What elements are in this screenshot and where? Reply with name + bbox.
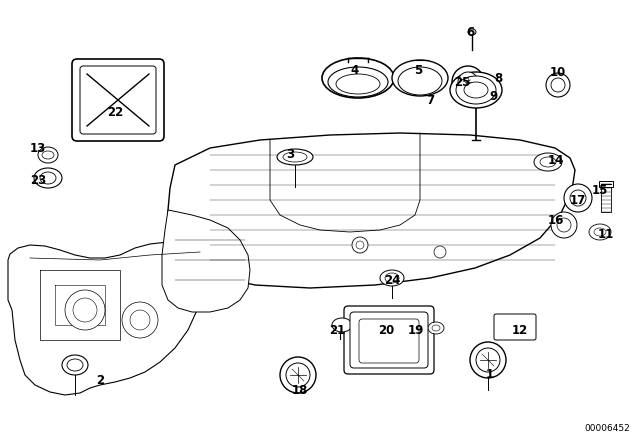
Text: 17: 17 (570, 194, 586, 207)
Circle shape (570, 190, 586, 206)
Text: 00006452: 00006452 (584, 424, 630, 433)
Ellipse shape (67, 359, 83, 371)
Ellipse shape (332, 318, 352, 332)
Text: 21: 21 (329, 323, 345, 336)
Circle shape (557, 218, 571, 232)
Circle shape (551, 78, 565, 92)
Circle shape (130, 310, 150, 330)
Text: 4: 4 (351, 64, 359, 77)
Ellipse shape (40, 172, 56, 184)
Text: 9: 9 (490, 90, 498, 103)
Circle shape (356, 241, 364, 249)
Text: 2: 2 (96, 374, 104, 387)
Circle shape (280, 357, 316, 393)
Ellipse shape (428, 322, 444, 334)
Text: 5: 5 (414, 64, 422, 77)
Text: 14: 14 (548, 154, 564, 167)
Ellipse shape (328, 67, 388, 97)
Ellipse shape (392, 60, 448, 96)
Ellipse shape (42, 151, 54, 159)
Ellipse shape (450, 72, 502, 108)
Ellipse shape (385, 273, 399, 283)
Circle shape (122, 302, 158, 338)
Polygon shape (168, 133, 575, 288)
Ellipse shape (283, 152, 307, 162)
Ellipse shape (277, 149, 313, 165)
Circle shape (452, 66, 484, 98)
Text: 8: 8 (494, 72, 502, 85)
Ellipse shape (62, 355, 88, 375)
Circle shape (564, 184, 592, 212)
FancyBboxPatch shape (344, 306, 434, 374)
Circle shape (65, 290, 105, 330)
Ellipse shape (589, 224, 611, 240)
Text: 10: 10 (550, 65, 566, 78)
Text: 1: 1 (486, 369, 494, 382)
Bar (601, 184, 611, 212)
Text: 7: 7 (426, 94, 434, 107)
Text: 25: 25 (454, 76, 470, 89)
Circle shape (470, 342, 506, 378)
Circle shape (458, 72, 478, 92)
Circle shape (434, 246, 446, 258)
Ellipse shape (534, 153, 562, 171)
FancyBboxPatch shape (72, 59, 164, 141)
Text: 24: 24 (384, 273, 400, 287)
Ellipse shape (380, 270, 404, 286)
Ellipse shape (456, 76, 496, 104)
FancyBboxPatch shape (80, 66, 156, 134)
Text: 15: 15 (592, 184, 608, 197)
Ellipse shape (464, 82, 488, 98)
Ellipse shape (432, 325, 440, 331)
Ellipse shape (336, 74, 380, 94)
Circle shape (546, 73, 570, 97)
Text: 13: 13 (30, 142, 46, 155)
Text: 19: 19 (408, 323, 424, 336)
Text: 18: 18 (292, 383, 308, 396)
Circle shape (73, 298, 97, 322)
Text: 6: 6 (466, 26, 474, 39)
Ellipse shape (34, 168, 62, 188)
Polygon shape (8, 242, 212, 395)
FancyBboxPatch shape (494, 314, 536, 340)
Text: 3: 3 (286, 148, 294, 161)
Ellipse shape (594, 228, 606, 236)
FancyBboxPatch shape (359, 319, 419, 363)
Ellipse shape (540, 157, 556, 167)
Text: 20: 20 (378, 323, 394, 336)
Text: 23: 23 (30, 173, 46, 186)
Bar (599, 181, 613, 187)
Polygon shape (162, 210, 250, 312)
Text: 22: 22 (107, 105, 123, 119)
Ellipse shape (468, 29, 476, 35)
Text: 11: 11 (598, 228, 614, 241)
Circle shape (352, 237, 368, 253)
Text: 12: 12 (512, 323, 528, 336)
Circle shape (551, 212, 577, 238)
Ellipse shape (398, 67, 442, 95)
FancyBboxPatch shape (350, 312, 428, 368)
Circle shape (286, 363, 310, 387)
Text: 16: 16 (548, 214, 564, 227)
Ellipse shape (38, 147, 58, 163)
Ellipse shape (322, 58, 394, 98)
Circle shape (476, 348, 500, 372)
